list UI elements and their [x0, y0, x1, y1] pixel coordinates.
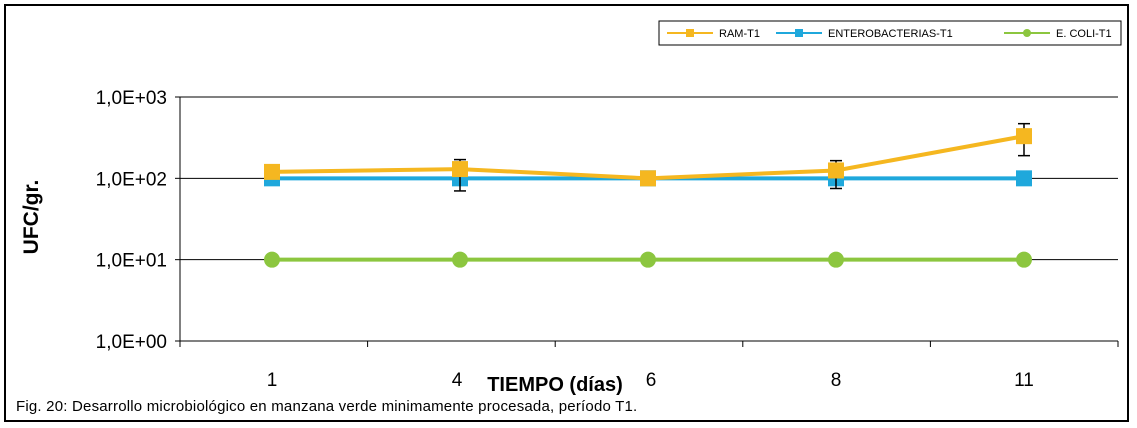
data-point [1016, 170, 1032, 187]
data-point [264, 251, 280, 268]
figure-caption: Fig. 20: Desarrollo microbiológico en ma… [16, 398, 638, 415]
y-axis-title: UFC/gr. [20, 180, 43, 255]
y-tick-label: 1,0E+00 [96, 332, 167, 353]
data-point [452, 251, 468, 268]
data-point [828, 162, 844, 179]
y-tick-label: 1,0E+03 [96, 88, 167, 109]
x-tick-label: 1 [267, 370, 278, 391]
legend-label: ENTEROBACTERIAS-T1 [828, 28, 953, 40]
data-point [828, 251, 844, 268]
y-tick-label: 1,0E+01 [96, 251, 167, 272]
x-tick-label: 11 [1014, 370, 1034, 391]
data-point [1016, 251, 1032, 268]
legend-marker [686, 29, 694, 37]
data-point [452, 161, 468, 178]
x-tick-label: 6 [646, 370, 657, 391]
data-point [264, 163, 280, 180]
x-tick-label: 8 [831, 370, 842, 391]
legend-marker [795, 29, 803, 37]
x-tick-label: 4 [452, 370, 463, 391]
data-point [640, 251, 656, 268]
x-axis-title: TIEMPO (días) [487, 374, 623, 396]
data-point [1016, 128, 1032, 145]
y-tick-label: 1,0E+02 [96, 169, 167, 190]
data-point [640, 170, 656, 187]
legend-label: RAM-T1 [719, 28, 760, 40]
legend-marker [1023, 29, 1031, 37]
chart-frame [4, 4, 1129, 422]
legend-label: E. COLI-T1 [1056, 28, 1112, 40]
